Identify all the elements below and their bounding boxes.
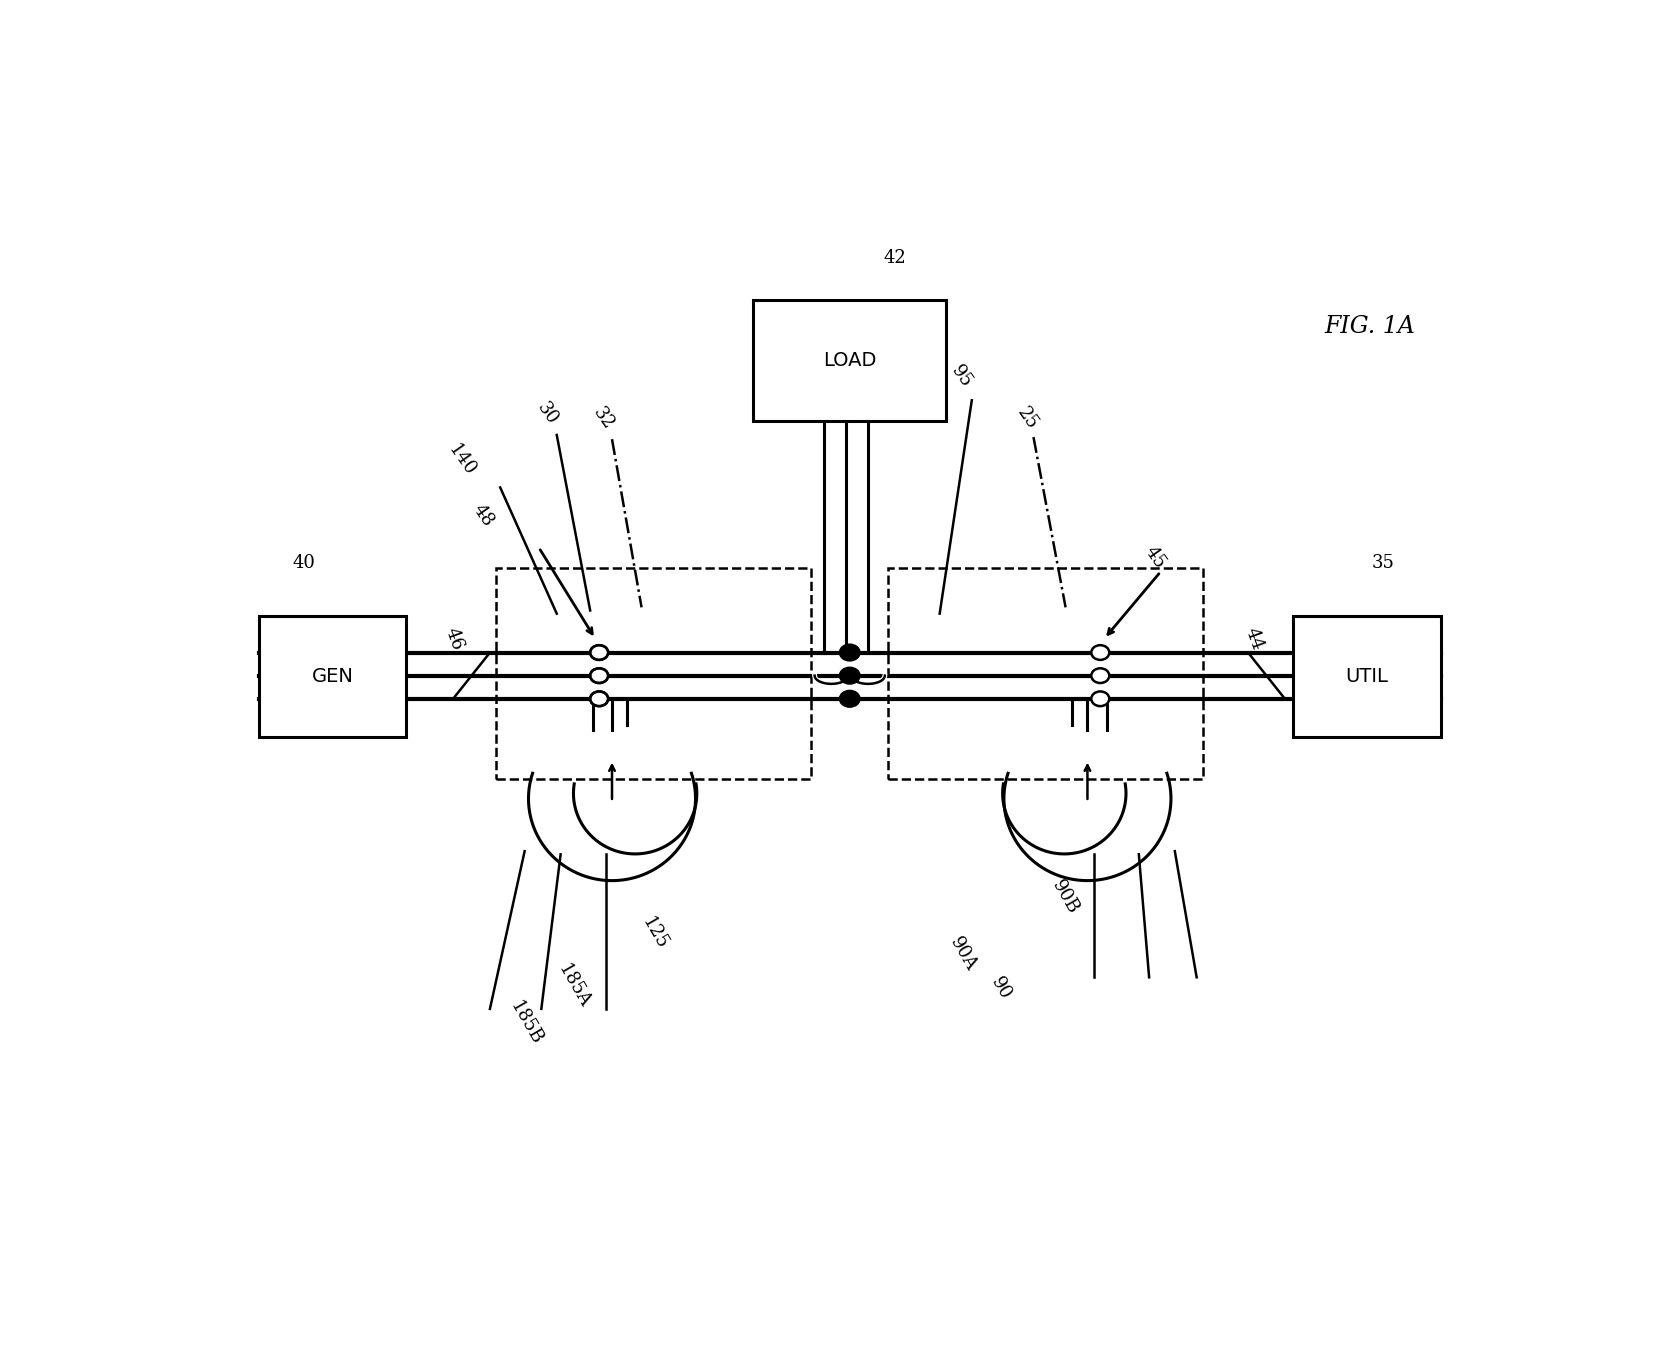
Text: GEN: GEN [312, 666, 353, 685]
Circle shape [1090, 669, 1109, 682]
Text: 42: 42 [883, 250, 905, 268]
Text: LOAD: LOAD [822, 351, 877, 370]
Circle shape [590, 669, 608, 682]
Text: 185B: 185B [505, 998, 545, 1048]
Circle shape [838, 667, 860, 684]
Circle shape [590, 646, 608, 659]
Circle shape [590, 692, 608, 706]
Text: 46: 46 [441, 625, 466, 652]
Text: 90B: 90B [1049, 878, 1082, 917]
Text: 125: 125 [638, 913, 671, 953]
Text: 30: 30 [534, 400, 562, 429]
Text: 32: 32 [588, 404, 616, 433]
Text: 25: 25 [1012, 404, 1041, 433]
Text: FIG. 1A: FIG. 1A [1324, 315, 1415, 339]
Text: 45: 45 [1142, 543, 1168, 572]
Circle shape [1090, 646, 1109, 659]
Text: 185A: 185A [553, 961, 593, 1010]
FancyBboxPatch shape [1292, 616, 1440, 737]
Circle shape [1090, 692, 1109, 706]
Circle shape [838, 644, 860, 661]
Text: 44: 44 [1241, 625, 1266, 652]
Text: 90: 90 [988, 975, 1014, 1003]
Text: 48: 48 [469, 501, 497, 531]
Circle shape [838, 691, 860, 707]
Text: 35: 35 [1370, 554, 1394, 572]
Text: 95: 95 [948, 362, 974, 390]
Text: UTIL: UTIL [1345, 666, 1387, 685]
Text: 40: 40 [292, 554, 315, 572]
FancyBboxPatch shape [258, 616, 406, 737]
FancyBboxPatch shape [752, 300, 946, 422]
Text: 140: 140 [444, 441, 479, 479]
Text: 90A: 90A [946, 934, 979, 975]
